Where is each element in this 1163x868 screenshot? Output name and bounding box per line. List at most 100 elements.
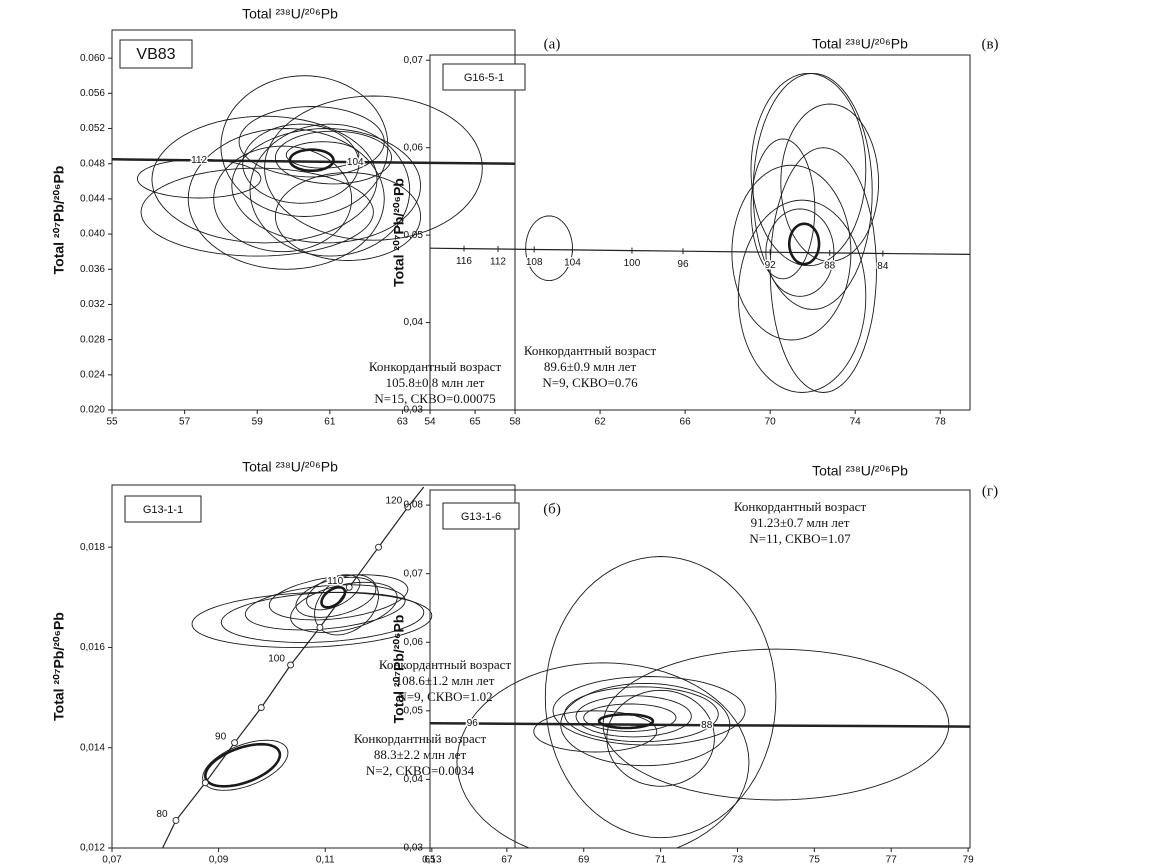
y-tick-label: 0.028 [80,334,105,345]
error-ellipse [213,145,353,253]
concordia-line [112,158,515,165]
y-tick-label: 0,04 [404,317,424,328]
age-label: 90 [215,731,227,742]
x-tick-label: 57 [179,417,191,428]
panel: 54 58 62 66 70 74 78 0,03 0,04 0,05 0,06 0,07 Total … [391,36,999,428]
error-ellipse [597,713,655,730]
concordia-point [375,543,382,551]
x-tick-label: 77 [886,855,898,866]
panel-label: (б) [543,501,561,517]
y-tick-label: 0,016 [80,642,105,653]
error-ellipse [220,591,425,643]
error-ellipse [268,574,409,621]
age-label: 112 [191,155,207,166]
age-label: 104 [564,258,581,269]
annotation: 89.6±0.9 млн лет [544,359,637,374]
concordia-point [172,816,180,824]
y-tick-label: 0.044 [80,194,105,205]
error-ellipse [314,574,379,636]
y-tick-label: 0,07 [404,55,424,66]
error-ellipse [306,574,361,611]
concordia-point [404,503,412,511]
age-label: 112 [490,257,506,268]
concordia-point [316,623,324,631]
error-ellipse [765,208,835,297]
y-axis-title: Total ²⁰⁷Pb/²⁰⁶Pb [391,615,407,724]
concordia-point [287,661,295,669]
sample-box [442,63,526,91]
x-tick-label: 73 [732,855,744,866]
sample-box [124,495,202,523]
x-tick-label: 69 [578,855,590,866]
y-tick-label: 0.056 [80,88,105,99]
y-tick-label: 0.020 [80,405,105,416]
y-tick-label: 0,05 [404,705,424,716]
plot-data: 96 88 [430,556,970,848]
x-tick-label: 0,11 [316,855,335,866]
age-label: 108 [526,257,543,268]
error-ellipse [191,591,433,648]
error-ellipse [140,167,374,257]
x-tick-label: 79 [963,855,975,866]
y-tick-label: 0,06 [404,142,424,153]
age-label: 96 [467,718,479,729]
x-tick-label: 0,07 [102,855,122,866]
y-tick-label: 0,05 [404,230,424,241]
age-label: 100 [624,258,641,269]
error-ellipse [290,581,398,633]
y-tick-label: 0.052 [80,123,105,134]
error-ellipse [575,695,692,738]
error-ellipse [249,123,411,257]
plot-frame [429,54,971,411]
x-tick-label: 0,13 [422,855,442,866]
panel: 65 67 69 71 73 75 77 79 0,03 0,04 0,05 0,06 0,07 0,08… [391,463,998,866]
y-tick-label: 0,06 [404,637,424,648]
x-tick-label: 74 [850,417,862,428]
annotation: N=9, СКВО=1.02 [397,689,492,704]
error-ellipse [295,576,377,618]
y-tick-label: 0,014 [80,742,105,753]
x-tick-label: 63 [397,417,409,428]
concordia-point [257,704,265,712]
error-ellipse [274,172,422,261]
panel-label: (а) [544,36,561,52]
y-tick-label: 0.032 [80,299,105,310]
error-ellipse [583,703,677,732]
error-ellipse [274,130,393,185]
error-ellipse [750,72,867,267]
error-ellipse [552,676,746,746]
y-axis-title: Total ²⁰⁷Pb/²⁰⁶Pb [51,166,67,275]
concordia-point [345,583,353,591]
y-tick-label: 0,04 [404,774,424,785]
annotation: Конкордантный возраст [379,657,512,672]
x-tick-label: 67 [501,855,513,866]
x-tick-label: 54 [424,417,436,428]
annotation: 91.23±0.7 млн лет [751,515,850,530]
sample-box [119,39,193,69]
age-label: 116 [456,256,472,267]
age-label: 120 [386,496,403,507]
concordia-line [430,247,970,255]
y-axis-title: Total ²⁰⁷Pb/²⁰⁶Pb [391,178,407,287]
error-ellipse [456,662,750,848]
error-ellipse [288,148,335,172]
plot-data: 80 90 100 110 120 [155,486,433,848]
y-tick-label: 0.060 [80,53,105,64]
x-tick-label: 62 [595,417,607,428]
error-ellipse [750,138,816,280]
y-tick-label: 0.036 [80,264,105,275]
annotation: Конкордантный возраст [369,359,502,374]
y-tick-label: 0,018 [80,542,105,553]
error-ellipse [606,689,715,787]
error-ellipse [737,199,867,393]
annotation: Конкордантный возраст [354,731,487,746]
age-label: 80 [156,809,168,820]
age-label: 104 [347,157,364,168]
error-ellipse [203,742,282,788]
annotation: N=2, СКВО=0.0034 [366,763,475,778]
annotation: Конкордантный возраст [734,499,867,514]
x-tick-label: 66 [680,417,692,428]
panel: 55 57 59 61 63 65 0.020 0.024 0.028 0.032 0.036 0.0… [51,6,561,428]
panel-label: (г) [982,483,998,499]
